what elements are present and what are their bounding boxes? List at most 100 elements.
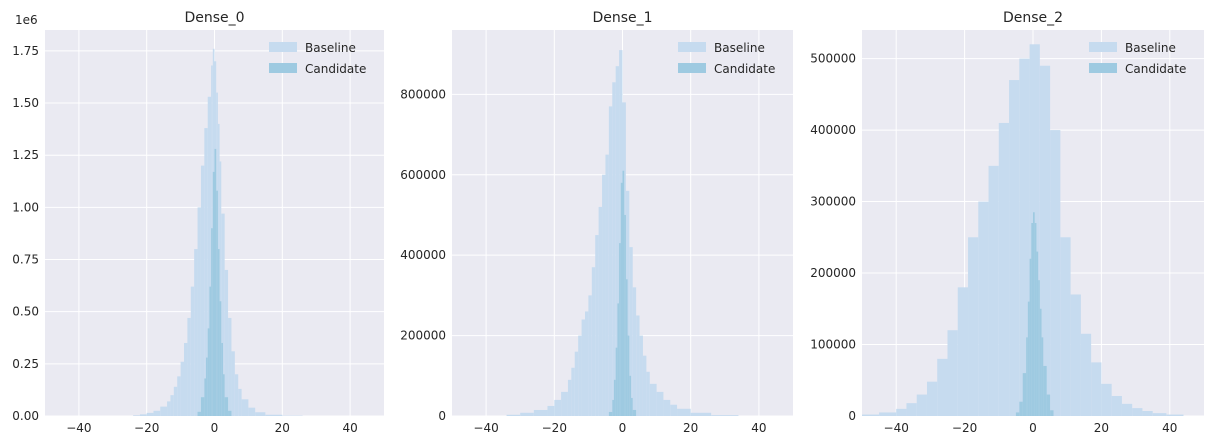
histogram-bar xyxy=(1132,408,1143,416)
histogram-bar xyxy=(632,287,637,416)
histogram-bar xyxy=(591,267,596,416)
histogram-bar xyxy=(153,410,161,416)
series-candidate xyxy=(1015,212,1054,416)
histogram-bar xyxy=(617,303,620,416)
histogram-bar xyxy=(615,347,618,416)
histogram-bar xyxy=(170,395,174,416)
y-tick-label: 0 xyxy=(848,409,856,423)
y-tick-label: 800000 xyxy=(400,87,446,101)
y-tick-label: 0 xyxy=(438,409,446,423)
histogram-bar xyxy=(1022,373,1027,416)
y-offset-label: 1e6 xyxy=(15,13,38,27)
histogram-bar xyxy=(1039,308,1042,416)
histogram-bar xyxy=(146,412,154,416)
y-tick-label: 500000 xyxy=(810,52,856,66)
histogram-bar xyxy=(1050,130,1061,416)
histogram-bar xyxy=(219,161,222,416)
legend-swatch xyxy=(1089,63,1117,73)
y-tick-label: 0.75 xyxy=(12,253,39,267)
histogram-bar xyxy=(533,409,548,416)
histogram-bar xyxy=(211,228,213,416)
legend: Baseline Candidate xyxy=(1089,41,1186,76)
chart-panel-1: −40 −20 0 20 40 0 200000 400000 600000 800000 Dens… xyxy=(400,10,793,435)
legend: Baseline Candidate xyxy=(269,41,366,76)
histogram-bar xyxy=(224,397,229,416)
histogram-bar xyxy=(1034,223,1037,416)
histogram-bar xyxy=(998,122,1010,416)
histogram-bar xyxy=(649,383,657,416)
histogram-bar xyxy=(574,351,579,416)
histogram-bar xyxy=(1026,337,1028,416)
histogram-bar xyxy=(690,412,712,416)
histogram-bar xyxy=(221,213,225,416)
legend-swatch xyxy=(678,42,706,52)
histogram-bar xyxy=(212,171,215,416)
legend-swatch xyxy=(269,42,297,52)
histogram-bar xyxy=(896,408,907,416)
x-tick-label: 20 xyxy=(1094,421,1109,435)
y-tick-label: 400000 xyxy=(810,123,856,137)
histogram-bar xyxy=(228,317,232,416)
legend-label: Candidate xyxy=(714,62,775,76)
histogram-bar xyxy=(978,201,989,416)
histogram-bar xyxy=(1091,362,1102,416)
chart-panel-0: −40 −20 0 20 40 0.00 0.25 0.50 0.75 1.00 1.25 1.50 1… xyxy=(12,10,384,435)
y-tick-label: 200000 xyxy=(400,329,446,343)
histogram-bar xyxy=(615,66,620,416)
legend: Baseline Candidate xyxy=(678,41,775,76)
chart-panel-2: −40 −20 0 20 40 0 100000 200000 300000 400000 5000… xyxy=(810,10,1204,435)
histogram-bar xyxy=(180,361,184,416)
histogram-bar xyxy=(627,335,630,416)
y-tick-label: 600000 xyxy=(400,168,446,182)
histogram-bar xyxy=(197,411,201,416)
histogram-bar xyxy=(561,391,568,416)
histogram-bar xyxy=(1029,258,1032,416)
histogram-bar xyxy=(221,342,223,416)
histogram-bar xyxy=(631,397,633,416)
y-tick-label: 400000 xyxy=(400,248,446,262)
histogram-bar xyxy=(926,381,938,416)
histogram-bar xyxy=(1033,212,1035,416)
histogram-bar xyxy=(629,375,632,416)
histogram-bar xyxy=(265,414,283,416)
histogram-bar xyxy=(1019,401,1023,416)
histogram-bar xyxy=(595,235,599,416)
y-tick-label: 1.50 xyxy=(12,96,39,110)
histogram-bar xyxy=(241,399,249,416)
histogram-bar xyxy=(207,328,210,416)
histogram-bar xyxy=(571,367,575,416)
histogram-bar xyxy=(1166,414,1184,416)
histogram-bar xyxy=(947,330,958,416)
x-tick-label: 20 xyxy=(275,421,290,435)
histogram-bar xyxy=(588,295,592,416)
x-tick-label: 40 xyxy=(1162,421,1177,435)
x-tick-label: 0 xyxy=(619,421,627,435)
histogram-bar xyxy=(214,148,217,416)
histogram-bar xyxy=(598,206,603,416)
x-tick-label: 40 xyxy=(342,421,357,435)
legend-swatch xyxy=(678,63,706,73)
histogram-bar xyxy=(608,106,613,416)
histogram-bar xyxy=(711,415,739,416)
histogram-bar xyxy=(632,409,637,416)
histogram-bar xyxy=(608,411,613,416)
histogram-bar xyxy=(879,412,897,416)
histogram-bar xyxy=(506,414,521,416)
y-tick-label: 200000 xyxy=(810,266,856,280)
histogram-bar xyxy=(200,165,205,416)
histogram-bar xyxy=(656,391,664,416)
histogram-bar xyxy=(224,269,229,416)
histogram-bar xyxy=(194,249,198,416)
histogram-bar xyxy=(622,170,625,416)
histogram-bar xyxy=(1015,412,1020,416)
x-tick-label: −40 xyxy=(66,421,91,435)
histogram-bar xyxy=(916,394,927,416)
legend-label: Candidate xyxy=(1125,62,1186,76)
histogram-bar xyxy=(937,358,948,416)
y-tick-label: 1.00 xyxy=(12,200,39,214)
legend-label: Baseline xyxy=(305,41,356,55)
histogram-bar xyxy=(1111,395,1122,416)
chart-title: Dense_1 xyxy=(592,10,652,26)
histogram-bar xyxy=(248,407,256,416)
histogram-bar xyxy=(578,335,582,416)
